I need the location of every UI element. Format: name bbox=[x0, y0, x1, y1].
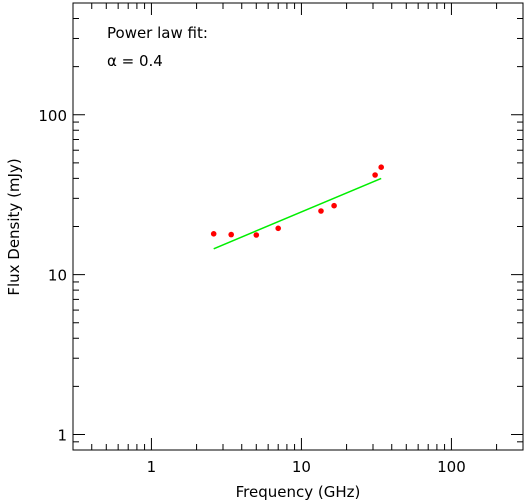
y-tick-label: 100 bbox=[38, 107, 67, 125]
y-axis-title: Flux Density (mJy) bbox=[5, 158, 23, 295]
power-law-fit-line bbox=[213, 177, 382, 250]
x-tick-label: 10 bbox=[292, 458, 311, 476]
data-point bbox=[318, 208, 324, 214]
y-tick-label: 10 bbox=[48, 267, 67, 285]
data-point bbox=[275, 225, 282, 232]
x-tick-label: 1 bbox=[147, 458, 157, 476]
plot-frame bbox=[72, 2, 524, 451]
data-point bbox=[253, 232, 260, 238]
tick-labels: 1 10 100 1 10 100 bbox=[38, 107, 465, 476]
y-tick-label: 1 bbox=[57, 427, 67, 445]
data-point bbox=[331, 202, 337, 209]
data-point bbox=[210, 231, 217, 237]
fit-annotation-alpha: α = 0.4 bbox=[107, 52, 163, 70]
x-axis-title: Frequency (GHz) bbox=[236, 483, 361, 501]
fit-annotation-title: Power law fit: bbox=[107, 24, 208, 42]
tick-marks bbox=[72, 2, 524, 451]
data-point bbox=[378, 164, 385, 170]
data-points bbox=[210, 164, 385, 238]
data-point bbox=[228, 231, 234, 238]
data-point bbox=[372, 172, 378, 178]
x-tick-label: 100 bbox=[437, 458, 466, 476]
